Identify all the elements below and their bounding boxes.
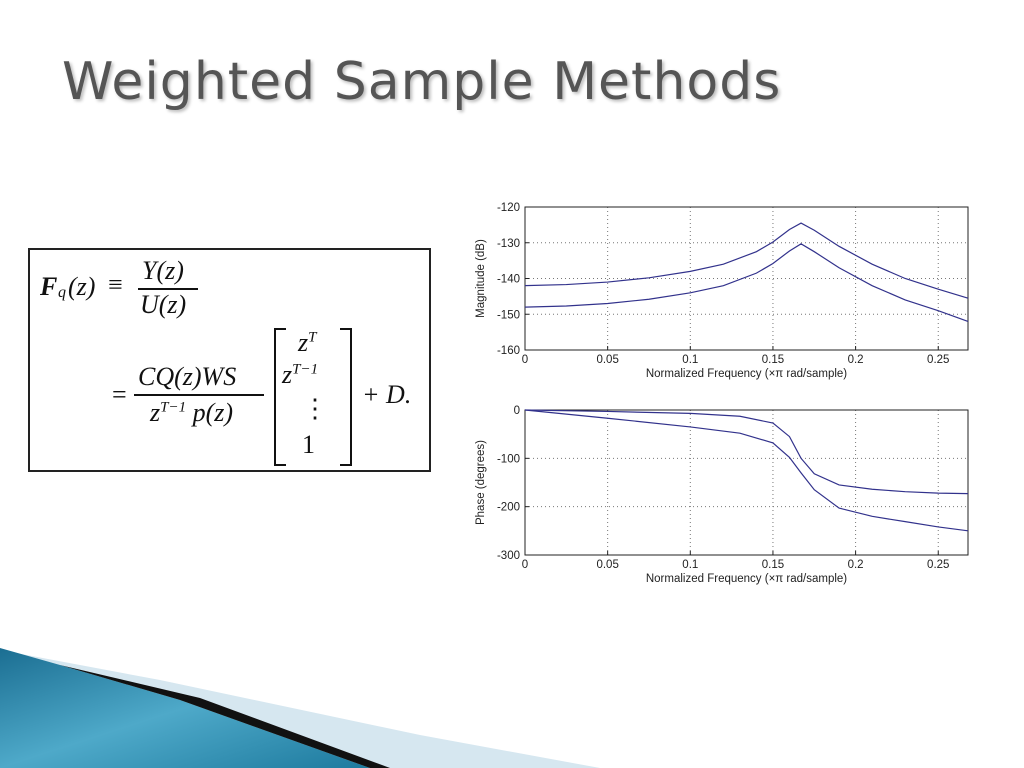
series-line xyxy=(524,409,969,495)
plot-area xyxy=(525,410,968,555)
eq-vector-entry: zT−1 xyxy=(282,360,318,390)
eq-symbol: F xyxy=(40,272,58,301)
decor-stripe xyxy=(60,665,390,768)
y-axis-label: Magnitude (dB) xyxy=(475,239,487,318)
eq-symbol: ≡ xyxy=(108,270,123,299)
y-tick-label: -120 xyxy=(497,202,520,214)
equation: F q (z) ≡ Y(z) U(z) = CQ(z)WS zT−1 p(z) … xyxy=(28,248,431,472)
x-tick-label: 0.15 xyxy=(762,354,784,366)
y-tick-label: -150 xyxy=(497,309,520,321)
y-tick-label: -300 xyxy=(497,550,520,562)
line-chart: 0 0.05 0.1 0.15 0.2 0.25 -160 -150 -140 -130 -120 N… xyxy=(475,202,969,380)
eq-vector-entry: zT xyxy=(298,328,316,358)
decor-swoosh xyxy=(0,648,370,768)
x-tick-label: 0 xyxy=(522,354,528,366)
y-tick-label: -160 xyxy=(497,345,520,357)
eq-vector-entry: 1 xyxy=(302,430,315,459)
series-line xyxy=(524,409,969,532)
eq-exponent: T xyxy=(308,329,317,346)
y-axis-label: Phase (degrees) xyxy=(475,440,487,525)
eq-symbol: z xyxy=(150,398,161,427)
eq-symbol: p(z) xyxy=(192,398,234,427)
x-tick-label: 0.05 xyxy=(596,354,618,366)
eq-symbol: z xyxy=(298,328,309,357)
eq-symbol: z xyxy=(282,360,293,389)
x-tick-label: 0.2 xyxy=(848,559,864,571)
eq-symbol: (z) xyxy=(68,272,96,301)
x-tick-label: 0.2 xyxy=(848,354,864,366)
plot-area xyxy=(525,207,968,350)
eq-denominator: zT−1 p(z) xyxy=(150,398,233,428)
slide-title: Weighted Sample Methods xyxy=(62,52,782,112)
y-tick-label: 0 xyxy=(514,405,520,417)
x-tick-label: 0 xyxy=(522,559,528,571)
eq-denominator: U(z) xyxy=(140,290,187,319)
x-tick-label: 0.05 xyxy=(596,559,618,571)
eq-numerator: CQ(z)WS xyxy=(138,362,237,391)
series-line xyxy=(524,243,969,322)
x-axis-label: Normalized Frequency (×π rad/sample) xyxy=(646,368,847,380)
eq-exponent: T−1 xyxy=(292,361,319,378)
y-tick-label: -200 xyxy=(497,502,520,514)
x-axis-label: Normalized Frequency (×π rad/sample) xyxy=(646,573,847,585)
x-tick-label: 0.1 xyxy=(682,354,698,366)
eq-vector-entry: ⋮ xyxy=(302,394,328,423)
eq-symbol: + D. xyxy=(362,380,412,409)
plot-frame xyxy=(524,409,969,556)
x-tick-label: 0.25 xyxy=(927,559,949,571)
series-line xyxy=(524,222,969,299)
x-tick-label: 0.25 xyxy=(927,354,949,366)
eq-symbol: q xyxy=(58,284,66,301)
x-tick-label: 0.1 xyxy=(682,559,698,571)
y-tick-label: -100 xyxy=(497,453,520,465)
x-tick-label: 0.15 xyxy=(762,559,784,571)
plot-frame xyxy=(524,206,969,351)
y-tick-label: -130 xyxy=(497,238,520,250)
eq-exponent: T−1 xyxy=(160,399,187,416)
y-tick-label: -140 xyxy=(497,274,520,286)
line-chart: 0 0.05 0.1 0.15 0.2 0.25 -300 -200 -100 0 Normaliz… xyxy=(475,405,969,585)
eq-numerator: Y(z) xyxy=(142,256,184,285)
eq-symbol: = xyxy=(112,380,127,409)
